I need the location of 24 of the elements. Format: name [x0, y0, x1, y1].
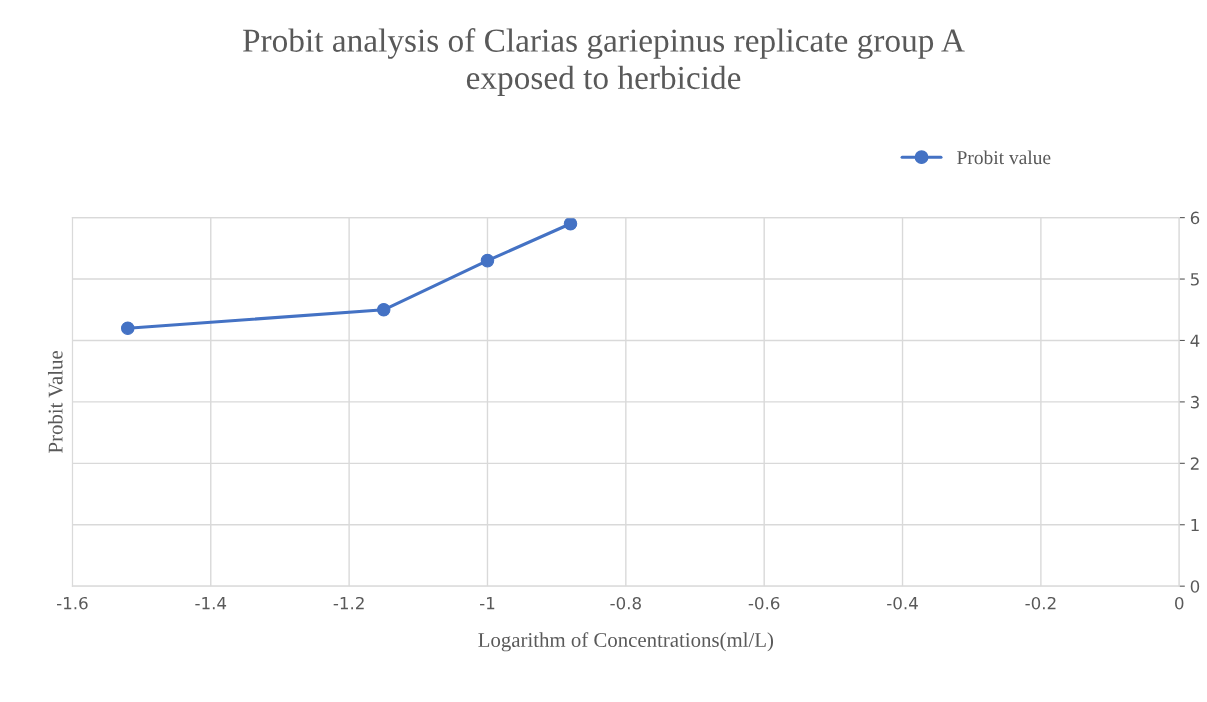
point — [480, 253, 495, 268]
x-tick-label: -1 — [479, 597, 495, 610]
x-tick-label: -1.6 — [56, 596, 88, 610]
x-tick-label: -1.4 — [195, 597, 227, 610]
y-tick-label: 6 — [1190, 211, 1200, 225]
y-tick-label: 3 — [1190, 395, 1199, 409]
legend-label: Probit value — [957, 150, 1051, 165]
y-tick-label: 5 — [1190, 273, 1199, 286]
y-tick-label: 2 — [1190, 457, 1199, 470]
y-tick-label: 0 — [1190, 580, 1200, 593]
point — [376, 302, 391, 317]
chart-title: Probit analysis of Clarias gariepinus replicate group A exposed to herbicide — [242, 28, 965, 96]
x-tick-label: -0.4 — [887, 596, 918, 610]
y-tick-label: 4 — [1190, 334, 1200, 347]
x-tick-label: -0.8 — [610, 596, 641, 610]
x-tick-label: -0.6 — [748, 596, 780, 610]
y-axis-title: Probit Value — [47, 351, 63, 453]
x-axis-title: Logarithm of Concentrations(ml/L) — [478, 632, 774, 652]
x-tick-label: 0 — [1175, 596, 1184, 610]
x-tick-label: -1.2 — [333, 596, 364, 610]
point — [120, 321, 135, 335]
y-tick-label: 1 — [1191, 518, 1199, 532]
x-tick-label: -0.2 — [1025, 596, 1056, 610]
point — [563, 217, 578, 231]
